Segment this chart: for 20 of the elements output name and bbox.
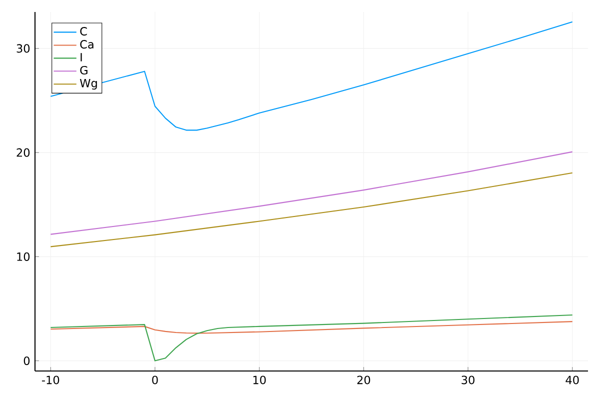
legend-label: G — [80, 66, 88, 75]
line-series — [50, 151, 573, 235]
x-tick-label: -10 — [42, 376, 60, 384]
x-tick-label: 40 — [566, 376, 579, 384]
x-tick-label: 20 — [357, 376, 370, 384]
y-tick-label: 10 — [17, 252, 30, 261]
y-tick-label: 20 — [16, 148, 30, 157]
x-tick-label: 0 — [152, 376, 158, 384]
y-tick-label: 0 — [24, 356, 30, 366]
line-series — [50, 21, 573, 131]
legend-label: Wg — [80, 78, 97, 90]
line-series — [50, 172, 573, 248]
x-tick-label: 30 — [462, 376, 474, 384]
line-series — [50, 321, 573, 334]
legend-label: C — [80, 27, 87, 36]
legend-label: Ca — [80, 40, 94, 49]
line-series — [50, 314, 573, 362]
y-tick-label: 30 — [16, 44, 30, 53]
legend-label: I — [80, 53, 82, 62]
x-tick-label: 10 — [253, 376, 266, 384]
